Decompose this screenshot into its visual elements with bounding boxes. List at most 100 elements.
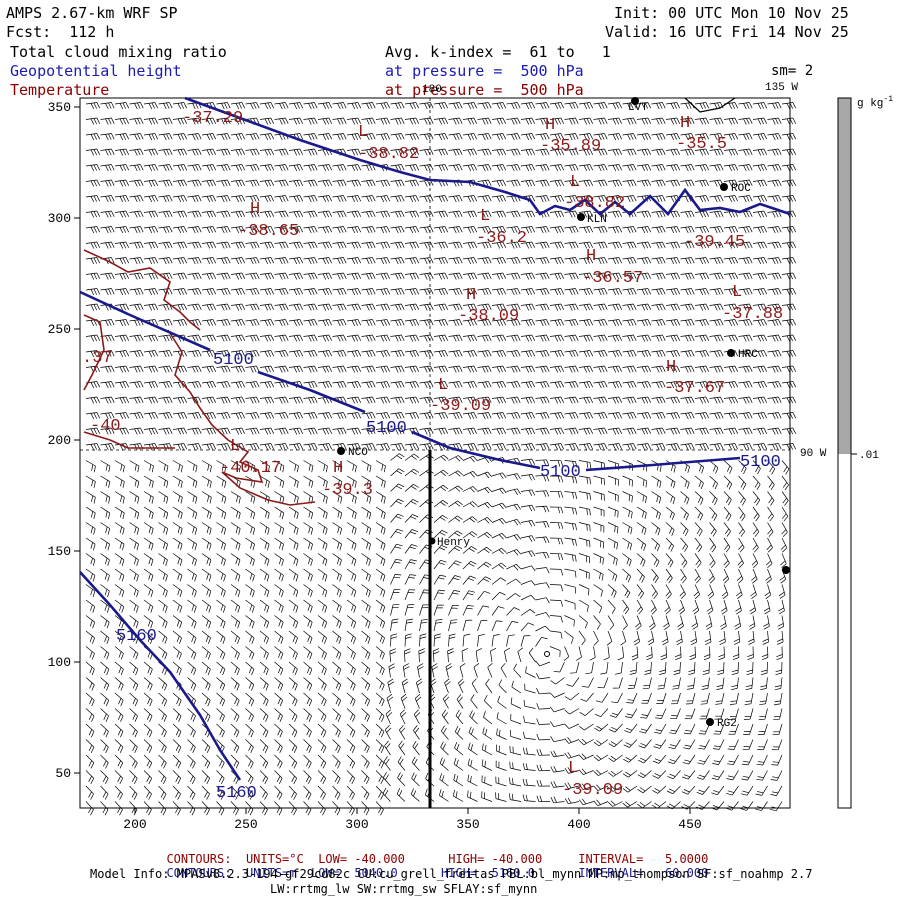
wind-barb <box>607 226 623 234</box>
wind-barb <box>445 663 453 678</box>
wind-barb <box>411 756 420 771</box>
wind-barb <box>346 334 362 342</box>
wind-barb <box>433 226 449 234</box>
wind-barb <box>624 723 638 734</box>
wind-barb <box>680 319 695 327</box>
wind-barb <box>361 522 372 535</box>
station-dot[interactable] <box>337 447 345 455</box>
wind-barb <box>303 677 313 691</box>
wind-barb <box>607 599 616 614</box>
wind-barb <box>259 117 275 125</box>
wind-barb <box>172 615 183 629</box>
wind-barb <box>85 599 96 613</box>
wind-barb <box>672 677 681 690</box>
wind-barb <box>491 381 507 389</box>
wind-barb <box>404 148 420 156</box>
wind-barb <box>332 785 341 800</box>
station-dot[interactable] <box>706 718 714 726</box>
wind-barb <box>781 179 797 187</box>
wind-barb <box>462 102 478 110</box>
wind-barb <box>201 148 217 156</box>
wind-barb <box>622 584 631 599</box>
wind-barb <box>404 257 420 265</box>
pressure-level-temp: at pressure = 500 hPa <box>385 81 584 99</box>
temp-label: -39.09 <box>562 781 623 800</box>
wind-barb <box>361 491 372 504</box>
wind-barb <box>288 599 299 613</box>
wind-barb <box>448 148 463 156</box>
wind-barb <box>535 505 550 513</box>
wind-barb <box>665 537 675 552</box>
wind-barb <box>709 365 724 373</box>
wind-barb <box>477 427 492 435</box>
wind-barb <box>433 257 449 265</box>
wind-barb <box>483 711 493 725</box>
wind-barb <box>723 117 739 125</box>
wind-barb <box>709 303 724 311</box>
wind-barb <box>448 381 463 389</box>
wind-barb <box>709 522 717 537</box>
wind-barb <box>698 723 710 735</box>
wind-barb <box>477 546 492 554</box>
wind-barb <box>85 117 101 125</box>
wind-barb <box>404 589 416 601</box>
wind-barb <box>390 117 405 125</box>
wind-barb <box>636 148 652 156</box>
wind-barb <box>143 334 159 342</box>
wind-barb <box>549 692 565 698</box>
wind-barb <box>781 288 797 296</box>
wind-barb <box>661 630 669 646</box>
wind-barb <box>680 491 690 505</box>
wind-barb <box>550 721 565 728</box>
wind-barb <box>172 599 183 613</box>
station-dot[interactable] <box>782 566 790 574</box>
station-dot[interactable] <box>544 651 550 657</box>
wind-barb <box>623 739 638 748</box>
wind-barb <box>361 427 376 435</box>
wind-barb <box>303 164 318 172</box>
wind-barb <box>375 723 385 738</box>
wind-barb <box>317 102 333 110</box>
wind-barb <box>746 661 754 676</box>
wind-barb <box>607 334 623 342</box>
wind-barb <box>462 427 478 435</box>
wind-barb <box>129 661 139 676</box>
wind-barb <box>158 179 173 187</box>
wind-barb <box>375 506 386 520</box>
wind-barb <box>201 117 217 125</box>
wind-barb <box>680 334 695 342</box>
wind-barb <box>506 288 521 296</box>
wind-barb <box>245 226 260 234</box>
station-dot[interactable] <box>720 183 728 191</box>
wind-barb <box>578 381 594 389</box>
wind-barb <box>738 164 753 172</box>
station-dot[interactable] <box>577 213 585 221</box>
wind-barb <box>158 599 168 613</box>
wind-barb <box>781 412 797 420</box>
height-contour-units: UNITS=m <box>245 866 297 880</box>
wind-barb <box>694 443 710 451</box>
wind-barb <box>129 117 144 125</box>
wind-barb <box>738 133 753 141</box>
wind-barb <box>738 257 753 265</box>
station-dot[interactable] <box>727 349 735 357</box>
wind-barb <box>636 365 652 373</box>
station-dot[interactable] <box>631 97 639 105</box>
wind-barb <box>172 195 188 203</box>
wind-barb <box>303 272 318 280</box>
low-marker: L <box>358 123 368 142</box>
wind-barb <box>609 723 623 733</box>
station-dot[interactable] <box>428 537 436 545</box>
height-contour-5160 <box>79 571 242 781</box>
wind-barb <box>458 678 465 694</box>
wind-barb <box>637 801 652 809</box>
wind-barb <box>85 661 95 676</box>
wind-barb <box>564 288 579 296</box>
wind-barb <box>158 630 168 644</box>
wind-barb <box>259 754 269 769</box>
wind-barb <box>711 785 725 796</box>
wind-barb <box>709 381 724 389</box>
wind-barb <box>433 272 449 280</box>
wind-barb <box>158 754 167 769</box>
